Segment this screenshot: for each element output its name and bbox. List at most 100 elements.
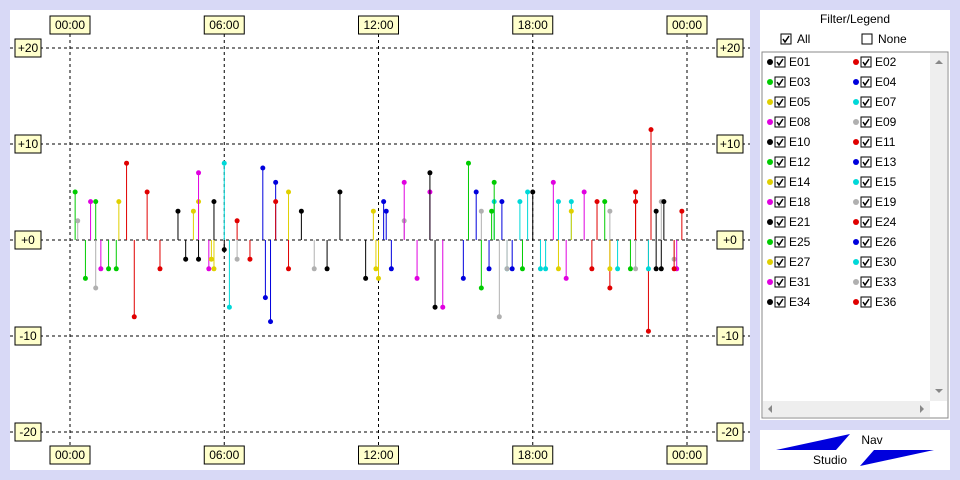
all-label[interactable]: All xyxy=(797,32,810,46)
legend-checkbox[interactable] xyxy=(774,76,786,88)
legend-checkbox[interactable] xyxy=(860,256,872,268)
tick-label-box xyxy=(14,230,42,250)
legend-checkbox[interactable] xyxy=(860,56,872,68)
legend-checkbox[interactable] xyxy=(774,216,786,228)
scrollbar-h[interactable] xyxy=(763,401,930,417)
dot xyxy=(116,199,122,205)
nav-label[interactable]: Nav xyxy=(861,433,882,447)
scrollbar-v[interactable] xyxy=(930,53,947,401)
legend-checkbox[interactable] xyxy=(774,136,786,148)
check xyxy=(862,258,870,267)
legend-label[interactable]: E10 xyxy=(789,135,811,149)
nav-arrow-left[interactable] xyxy=(776,434,850,450)
tick-label-box xyxy=(203,15,245,35)
legend-label[interactable]: E12 xyxy=(789,155,811,169)
legend-dot xyxy=(767,79,773,85)
tick-label: +10 xyxy=(720,137,741,151)
legend-checkbox[interactable] xyxy=(860,216,872,228)
point xyxy=(525,189,531,240)
legend-checkbox[interactable] xyxy=(860,236,872,248)
legend-checkbox[interactable] xyxy=(860,296,872,308)
point xyxy=(486,240,492,272)
legend-checkbox[interactable] xyxy=(774,116,786,128)
dot xyxy=(82,275,88,281)
tick-label-box xyxy=(666,445,708,465)
legend-label[interactable]: E30 xyxy=(875,255,897,269)
dot xyxy=(131,314,137,320)
legend-checkbox[interactable] xyxy=(860,196,872,208)
legend-checkbox[interactable] xyxy=(774,276,786,288)
legend-label[interactable]: E25 xyxy=(789,235,811,249)
legend-label[interactable]: E36 xyxy=(875,295,897,309)
legend-dot xyxy=(853,239,859,245)
legend-label[interactable]: E02 xyxy=(875,55,897,69)
none-checkbox[interactable] xyxy=(861,33,873,45)
dot xyxy=(234,256,240,262)
legend-label[interactable]: E08 xyxy=(789,115,811,129)
legend-checkbox[interactable] xyxy=(860,116,872,128)
legend-checkbox[interactable] xyxy=(774,236,786,248)
legend-checkbox[interactable] xyxy=(860,176,872,188)
legend-label[interactable]: E01 xyxy=(789,55,811,69)
point xyxy=(653,208,659,240)
legend-label[interactable]: E24 xyxy=(875,215,897,229)
tick-label: 12:00 xyxy=(363,448,393,462)
legend-dot xyxy=(767,299,773,305)
legend-label[interactable]: E34 xyxy=(789,295,811,309)
legend-label[interactable]: E21 xyxy=(789,215,811,229)
legend-label[interactable]: E13 xyxy=(875,155,897,169)
none-label[interactable]: None xyxy=(878,32,907,46)
legend-checkbox[interactable] xyxy=(860,76,872,88)
scroll-up[interactable] xyxy=(935,60,943,64)
legend-checkbox[interactable] xyxy=(774,176,786,188)
dot xyxy=(465,160,471,166)
check xyxy=(776,258,784,267)
tick-label-box xyxy=(14,38,42,58)
tick-label-box xyxy=(49,15,91,35)
nav-arrow-right[interactable] xyxy=(860,450,934,466)
legend-label[interactable]: E03 xyxy=(789,75,811,89)
scroll-right[interactable] xyxy=(920,405,924,413)
tick-label: 18:00 xyxy=(518,448,548,462)
legend-checkbox[interactable] xyxy=(860,276,872,288)
point xyxy=(496,240,502,320)
legend-checkbox[interactable] xyxy=(774,56,786,68)
legend-checkbox[interactable] xyxy=(774,296,786,308)
legend-checkbox[interactable] xyxy=(774,96,786,108)
dot xyxy=(144,189,150,195)
point xyxy=(432,240,438,310)
legend-label[interactable]: E31 xyxy=(789,275,811,289)
legend-label[interactable]: E09 xyxy=(875,115,897,129)
legend-label[interactable]: E26 xyxy=(875,235,897,249)
legend-label[interactable]: E33 xyxy=(875,275,897,289)
legend-checkbox[interactable] xyxy=(860,136,872,148)
point xyxy=(504,240,510,272)
tick-label-box xyxy=(14,422,42,442)
legend-label[interactable]: E07 xyxy=(875,95,897,109)
legend-label[interactable]: E04 xyxy=(875,75,897,89)
legend-label[interactable]: E05 xyxy=(789,95,811,109)
legend-dot xyxy=(853,159,859,165)
dot xyxy=(211,266,217,272)
scroll-left[interactable] xyxy=(768,405,772,413)
studio-label[interactable]: Studio xyxy=(813,453,847,467)
legend-label[interactable]: E27 xyxy=(789,255,811,269)
legend-label[interactable]: E19 xyxy=(875,195,897,209)
legend-checkbox[interactable] xyxy=(774,156,786,168)
scroll-down[interactable] xyxy=(935,389,943,393)
legend-label[interactable]: E15 xyxy=(875,175,897,189)
legend-checkbox[interactable] xyxy=(774,256,786,268)
legend-checkbox[interactable] xyxy=(774,196,786,208)
legend-label[interactable]: E11 xyxy=(875,135,896,149)
check xyxy=(776,78,784,87)
legend-checkbox[interactable] xyxy=(860,96,872,108)
dot xyxy=(106,266,112,272)
check xyxy=(862,138,870,147)
legend-label[interactable]: E14 xyxy=(789,175,811,189)
dot xyxy=(196,170,202,176)
all-checkbox[interactable] xyxy=(780,33,792,45)
tick-label: 06:00 xyxy=(209,448,239,462)
legend-checkbox[interactable] xyxy=(860,156,872,168)
point xyxy=(679,208,685,240)
legend-label[interactable]: E18 xyxy=(789,195,811,209)
